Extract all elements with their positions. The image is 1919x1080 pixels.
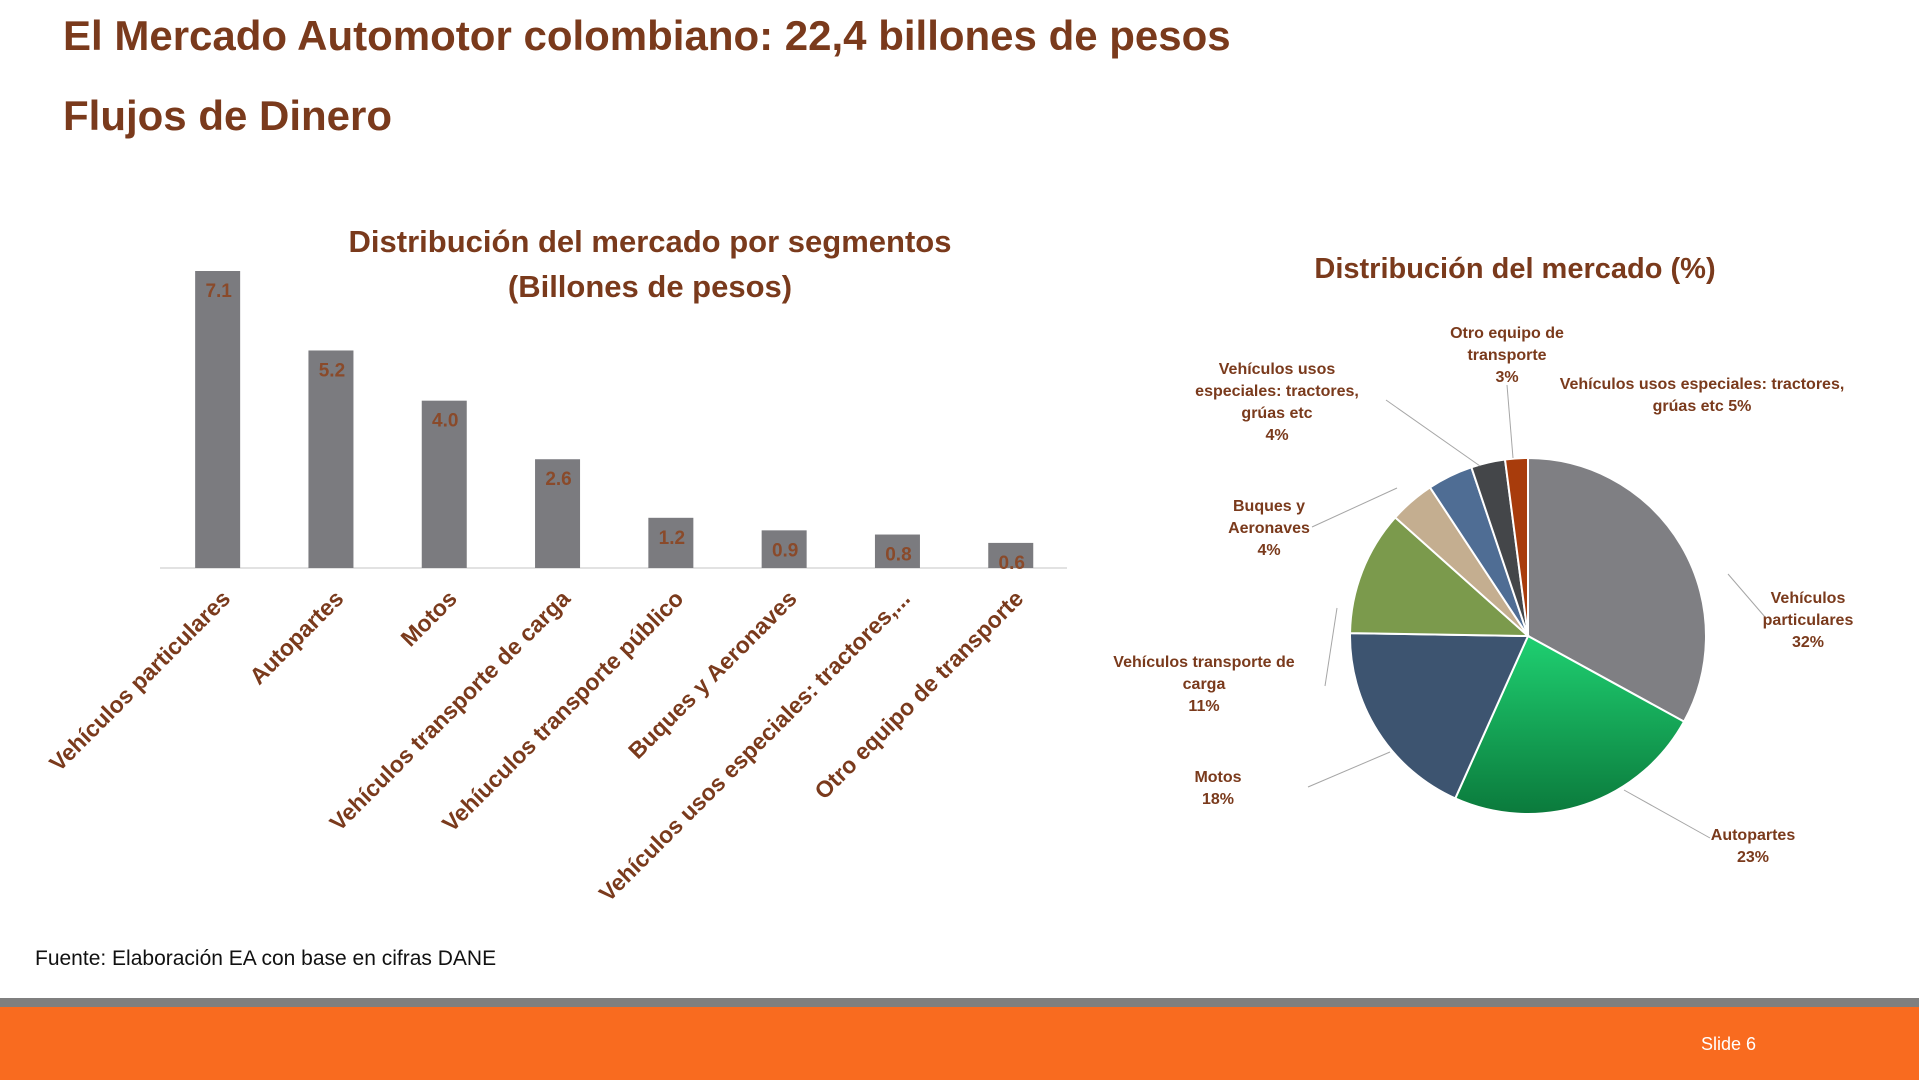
- bar-2: [308, 350, 354, 568]
- pie-label-4: Vehículos transporte de carga 11%: [1113, 654, 1294, 715]
- pie-label-5: Buques y Aeronaves 4%: [1228, 498, 1310, 559]
- leader-line-3: [1307, 751, 1391, 788]
- slide-title: El Mercado Automotor colombiano: 22,4 bi…: [63, 12, 1231, 59]
- pie-slice-8: [1503, 456, 1529, 637]
- bar-5: [648, 517, 694, 568]
- leader-line-1: [1727, 573, 1766, 618]
- bar-value-label-8: 0.6: [999, 553, 1025, 574]
- bar-value-label-6: 0.9: [772, 540, 798, 561]
- pie-slice-3: [1349, 632, 1530, 800]
- pie-chart: Vehículos particulares 32% Autopartes 23% Mot…: [1113, 325, 1854, 866]
- pie-slice-2: [1453, 634, 1686, 815]
- source-note: Fuente: Elaboración EA con base en cifra…: [35, 947, 497, 970]
- pie-slice-1: [1527, 456, 1707, 724]
- pie-label-6: Vehículos usos especiales: tractores, grúa…: [1195, 361, 1359, 444]
- bar-4: [535, 459, 581, 568]
- bar-chart-title-line-2: (Billones de pesos): [507, 269, 793, 304]
- bar-7: [874, 534, 920, 568]
- pie-label-8: Vehículos usos especiales: tractores, grú…: [1560, 376, 1845, 415]
- footer-bar: [0, 1007, 1919, 1080]
- leader-line-2: [1623, 789, 1711, 839]
- bar-3: [421, 400, 467, 568]
- bar-value-label-1: 7.1: [205, 281, 232, 302]
- bar-value-label-5: 1.2: [659, 528, 685, 549]
- bar-6: [761, 530, 807, 568]
- leader-line-6: [1385, 399, 1481, 467]
- bar-value-label-3: 4.0: [432, 411, 458, 432]
- bar-chart-title-line-1: Distribución del mercado por segmentos: [348, 224, 952, 259]
- bar-chart-title: Distribución del mercado por segmentos (…: [240, 219, 1060, 309]
- pie-label-2: Autopartes 23%: [1711, 827, 1796, 866]
- pie-chart-title: Distribución del mercado (%): [1314, 253, 1716, 285]
- leader-line-7: [1506, 384, 1514, 459]
- leader-line-5: [1311, 487, 1398, 528]
- bar-value-label-7: 0.8: [885, 545, 911, 566]
- slide-subtitle: Flujos de Dinero: [63, 92, 393, 139]
- pie-slice-4: [1349, 516, 1531, 638]
- pie-label-7: Otro equipo de transporte 3%: [1450, 325, 1564, 386]
- bar-1: [195, 271, 241, 568]
- footer-divider: [0, 998, 1919, 1007]
- bar-value-label-2: 5.2: [319, 360, 345, 381]
- bar-value-label-4: 2.6: [545, 469, 571, 490]
- pie-label-1: Vehículos particulares 32%: [1763, 590, 1854, 651]
- pie-label-3: Motos 18%: [1194, 769, 1241, 808]
- bar-8: [988, 542, 1034, 568]
- leader-line-4: [1324, 607, 1338, 687]
- slide-number: Slide 6: [1700, 1034, 1756, 1054]
